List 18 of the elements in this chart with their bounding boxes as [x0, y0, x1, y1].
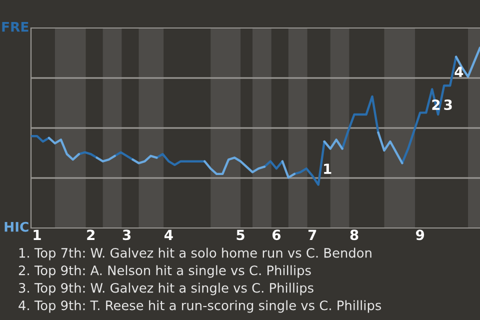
x-tick-label: 4	[164, 230, 173, 240]
text: HIC	[4, 222, 28, 232]
x-tick-label: 1	[34, 230, 41, 240]
x-tick-label: 7	[308, 230, 316, 240]
x-tick-label: 2	[87, 230, 94, 240]
text: 2. Top 9th: A. Nelson hit a single vs C. Phillips	[18, 265, 311, 278]
text: 4. Top 9th: T. Reese hit a run-scoring single vs C. Phillips	[18, 300, 382, 313]
annotation: 1	[324, 164, 332, 174]
x-tick-label: 6	[272, 230, 281, 240]
text: 1. Top 7th: W. Galvez hit a solo home run vs C. Bendon	[19, 248, 372, 260]
x-tick-label: 9	[416, 230, 424, 240]
text: FRE	[2, 22, 28, 32]
x-tick-label: 8	[350, 230, 358, 240]
x-tick-label: 5	[236, 230, 244, 240]
text: 3. Top 9th: W. Galvez hit a single vs C. Phillips	[18, 282, 314, 296]
annotation: 4	[454, 66, 464, 77]
annotation: 3	[444, 100, 452, 110]
x-tick-label: 3	[122, 230, 131, 240]
